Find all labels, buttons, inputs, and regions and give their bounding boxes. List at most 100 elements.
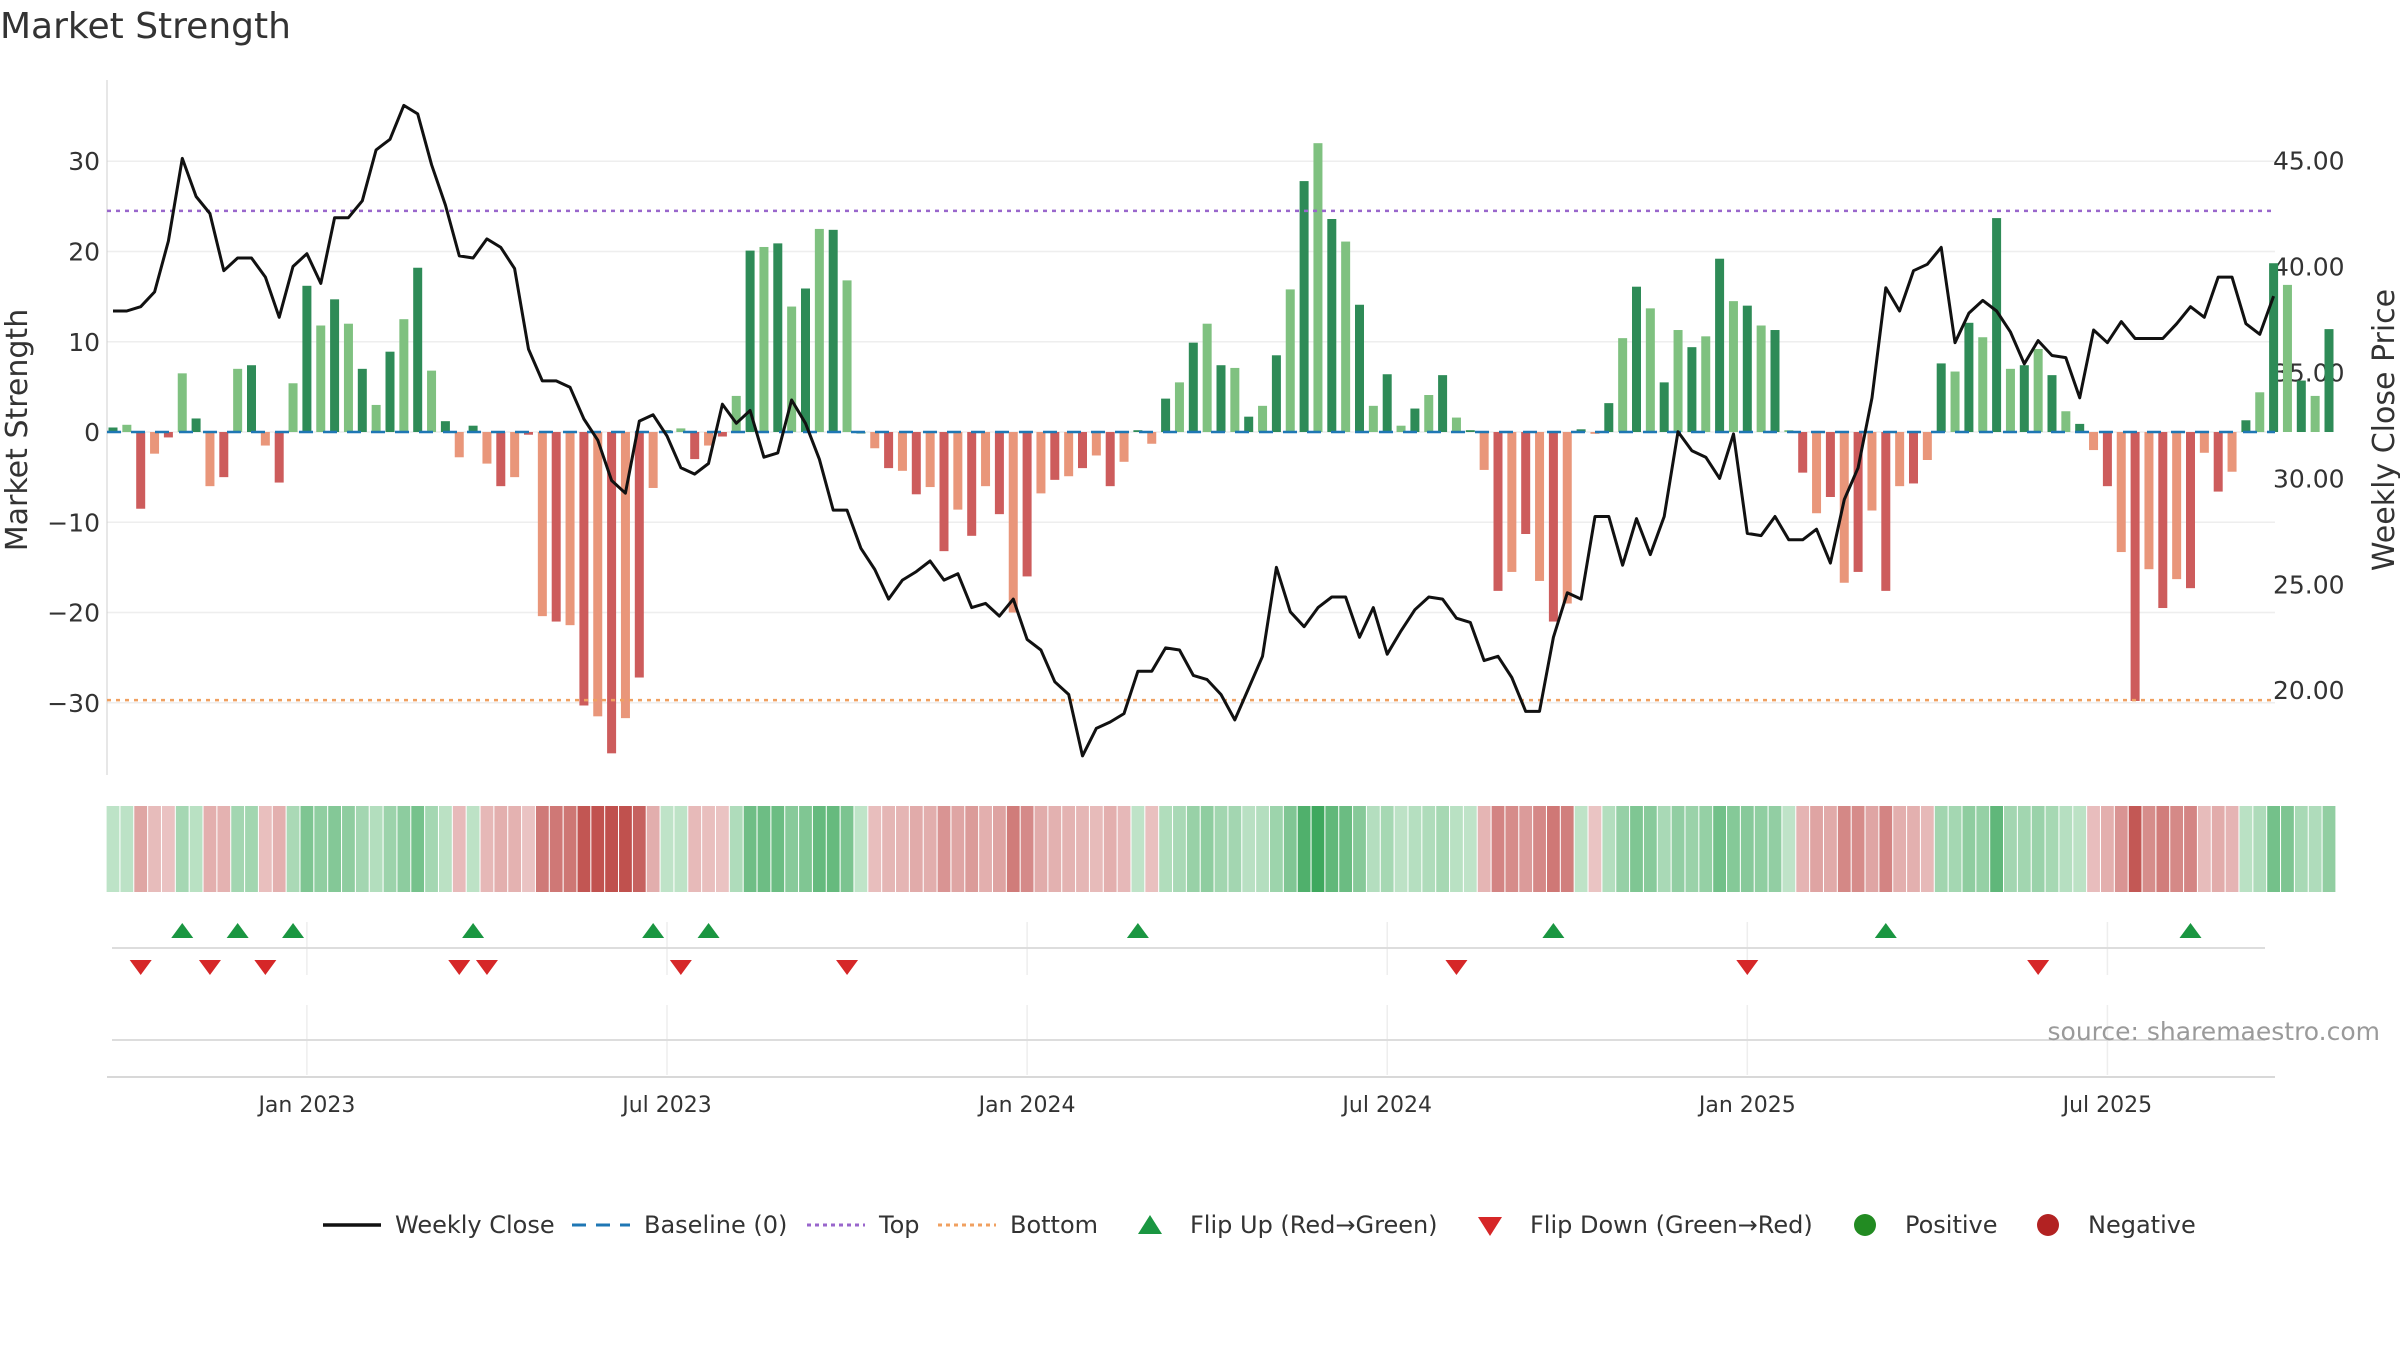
strength-bar <box>607 432 617 754</box>
heat-cell <box>854 806 868 892</box>
heat-cell <box>1117 806 1131 892</box>
heat-cell <box>2308 806 2322 892</box>
strength-bar <box>731 395 741 433</box>
strength-bar <box>2186 432 2195 589</box>
heat-cell <box>1076 806 1089 892</box>
heat-cell <box>2253 806 2267 892</box>
strength-bar <box>1216 365 1226 433</box>
strength-bar <box>911 432 921 495</box>
strength-bar <box>454 432 464 458</box>
heat-cell <box>1450 806 1463 892</box>
heat-cell <box>397 806 411 892</box>
strength-bar <box>2102 432 2112 487</box>
heat-cell <box>2156 806 2170 892</box>
heat-cell <box>2045 806 2059 892</box>
heat-cell <box>2128 806 2142 892</box>
heat-cell <box>716 806 729 892</box>
heat-cell <box>1685 806 1699 892</box>
strength-bar <box>399 319 409 433</box>
strength-bar <box>2089 432 2099 451</box>
heat-cell <box>2101 806 2114 892</box>
strength-bar <box>1562 432 1572 604</box>
strength-bar <box>1535 432 1545 581</box>
heat-cell <box>2239 806 2253 892</box>
strength-bar <box>1341 241 1351 433</box>
heat-cell <box>328 806 341 892</box>
heat-cell <box>1436 806 1449 892</box>
strength-bar <box>357 368 367 433</box>
strength-bar <box>1618 338 1628 433</box>
date-tick-label: Jan 2024 <box>977 1093 1076 1118</box>
heat-cell <box>1934 806 1948 892</box>
heat-cell <box>2073 806 2087 892</box>
strength-bar <box>2033 348 2043 433</box>
heat-cell <box>979 806 992 892</box>
strength-bar <box>1285 289 1295 433</box>
heat-cell <box>1962 806 1976 892</box>
strength-bar <box>1825 432 1835 497</box>
strength-bar <box>1313 143 1323 433</box>
strength-bar <box>759 246 769 433</box>
strength-bars <box>108 143 2334 754</box>
strength-bar <box>579 432 589 706</box>
heat-cell <box>1353 806 1366 892</box>
heat-cell <box>1062 806 1076 892</box>
heat-cell <box>439 806 452 892</box>
heat-cell <box>619 806 632 892</box>
legend-label: Weekly Close <box>395 1211 555 1239</box>
left-tick-label: −20 <box>47 599 100 628</box>
strength-bar <box>2061 411 2071 433</box>
heat-cell <box>1768 806 1782 892</box>
heat-cell <box>1782 806 1796 892</box>
strength-bar <box>371 404 381 433</box>
heat-cell <box>1270 806 1283 892</box>
heat-cell <box>494 806 508 892</box>
heat-cell <box>1519 806 1533 892</box>
left-axis-ticks: 30 20 10 0 −10 −20 −30 <box>47 147 100 718</box>
strength-bar <box>745 250 755 433</box>
legend-label: Baseline (0) <box>644 1211 787 1239</box>
heat-cell <box>148 806 161 892</box>
strength-bar <box>773 243 783 433</box>
strength-bar <box>440 421 450 433</box>
heat-cell <box>452 806 466 892</box>
heat-cell <box>134 806 148 892</box>
strength-bar <box>1493 432 1503 591</box>
strength-bar <box>1327 219 1337 433</box>
heat-cell <box>1907 806 1920 892</box>
legend-flip-down-icon <box>1478 1217 1502 1236</box>
strength-bar <box>1479 432 1489 470</box>
heat-cell <box>951 806 965 892</box>
date-tick-label: Jul 2025 <box>2061 1093 2153 1118</box>
strength-bar <box>163 432 173 438</box>
heat-cell <box>1560 806 1574 892</box>
strength-bar <box>1853 432 1863 572</box>
heat-cell <box>1034 806 1048 892</box>
heat-cell <box>1796 806 1810 892</box>
heat-cell <box>1006 806 1020 892</box>
strength-bar <box>1576 429 1586 433</box>
heat-cell <box>369 806 383 892</box>
date-axis: Jan 2023 Jul 2023 Jan 2024 Jul 2024 Jan 2025… <box>256 1093 2152 1118</box>
strength-bar <box>1410 408 1420 433</box>
heat-cell <box>480 806 494 892</box>
strength-bar <box>524 432 533 435</box>
strength-bar <box>496 432 506 487</box>
strength-bar <box>1992 218 2002 433</box>
flip-up-marker <box>2179 923 2202 938</box>
heat-cell <box>1657 806 1671 892</box>
legend-label: Bottom <box>1010 1211 1098 1239</box>
heat-cell <box>1394 806 1408 892</box>
heat-cell <box>1103 806 1117 892</box>
strength-bar <box>1978 337 1988 433</box>
heat-cell <box>1671 806 1685 892</box>
heat-cell <box>577 806 591 892</box>
date-tick-label: Jul 2023 <box>620 1093 712 1118</box>
heat-cell <box>771 806 785 892</box>
strength-bar <box>967 432 977 536</box>
strength-bar <box>1008 432 1018 613</box>
heat-cell <box>1325 806 1339 892</box>
heat-cell <box>1865 806 1879 892</box>
heat-cell <box>1879 806 1893 892</box>
right-tick-label: 20.00 <box>2273 676 2345 705</box>
